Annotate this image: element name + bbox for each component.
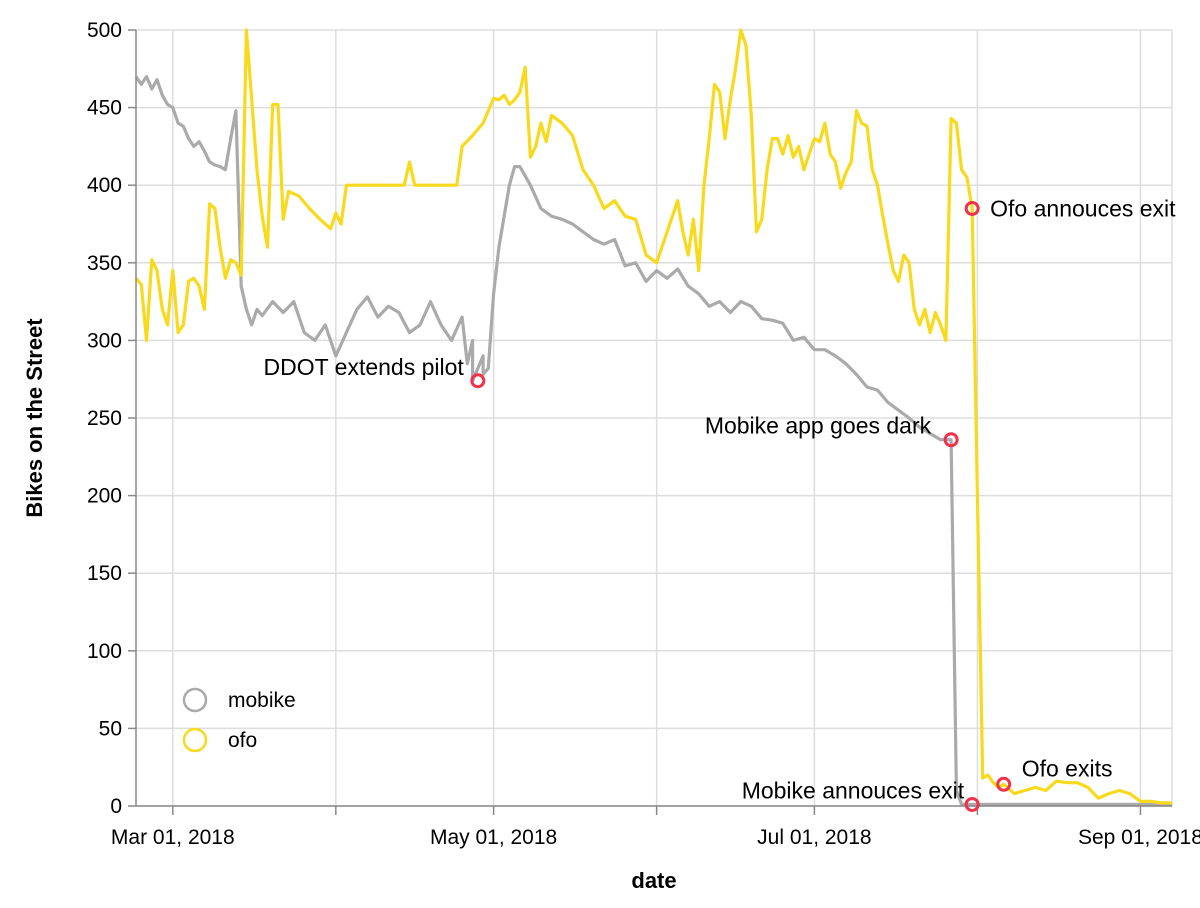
annotation-marker <box>943 432 959 448</box>
annotation-label: Mobike app goes dark <box>705 413 932 439</box>
y-tick-label: 350 <box>87 252 122 275</box>
annotation-marker <box>470 373 486 389</box>
annotation-marker <box>964 796 980 812</box>
y-tick-label: 200 <box>87 485 122 508</box>
y-tick-label: 50 <box>99 717 122 740</box>
y-tick-label: 100 <box>87 640 122 663</box>
axes: 0 50 100 150 200 250 300 350 400 450 500 Mar 01, 20… <box>87 19 1200 849</box>
x-tick-label: Mar 01, 2018 <box>111 826 235 849</box>
legend-label-ofo: ofo <box>228 729 257 752</box>
annotation-marker <box>996 776 1012 792</box>
annotation-label: Mobike annouces exit <box>742 777 965 803</box>
x-tick-label: Jul 01, 2018 <box>757 826 871 849</box>
series-line-mobike <box>134 75 1172 806</box>
annotation-label: Ofo annouces exit <box>990 195 1176 221</box>
series-line-ofo <box>134 28 1172 805</box>
y-tick-label: 250 <box>87 407 122 430</box>
annotation-label: DDOT extends pilot <box>264 354 465 380</box>
legend: mobike ofo <box>182 687 296 753</box>
legend-symbol-ofo <box>182 727 208 753</box>
annotation-label: Ofo exits <box>1022 755 1113 781</box>
annotation-marker <box>964 200 980 216</box>
legend-label-mobike: mobike <box>228 689 296 712</box>
legend-symbol-mobike <box>182 687 208 713</box>
x-tick-label: Sep 01, 2018 <box>1078 826 1200 849</box>
x-tick-label: May 01, 2018 <box>430 826 557 849</box>
annotations: DDOT extends pilot Ofo annouces exit Mobik… <box>264 195 1176 812</box>
y-tick-label: 300 <box>87 329 122 352</box>
x-axis-title: date <box>631 868 676 893</box>
y-tick-label: 0 <box>110 795 122 818</box>
y-tick-label: 500 <box>87 19 122 42</box>
y-tick-label: 450 <box>87 97 122 120</box>
series-lines <box>134 28 1172 806</box>
y-tick-label: 400 <box>87 174 122 197</box>
y-axis-title: Bikes on the Street <box>22 318 47 518</box>
y-tick-label: 150 <box>87 562 122 585</box>
